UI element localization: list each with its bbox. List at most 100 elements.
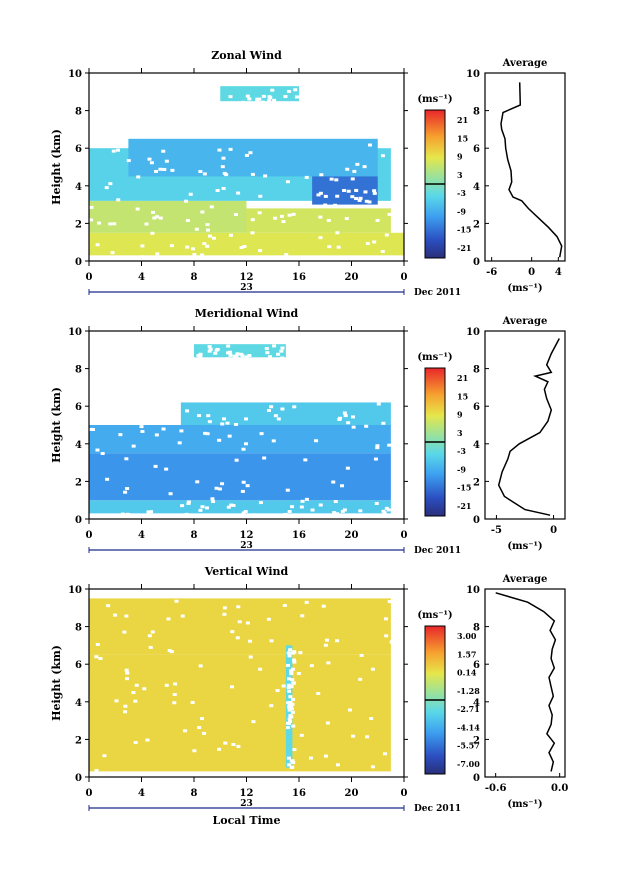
gap-cell — [172, 692, 177, 696]
gap-cell — [258, 667, 263, 671]
gap-cell — [323, 754, 328, 758]
gap-cell — [279, 349, 284, 353]
gap-cell — [359, 653, 364, 657]
gap-cell — [329, 177, 334, 181]
gap-cell — [343, 414, 348, 418]
gap-cell — [340, 484, 345, 488]
gap-cell — [279, 214, 284, 218]
gap-cell — [340, 509, 345, 513]
gap-cell — [202, 731, 207, 735]
gap-cell — [214, 486, 219, 490]
gap-cell — [149, 161, 154, 165]
x-tick-label: 0 — [401, 530, 408, 541]
gap-cell — [243, 510, 248, 514]
heatmap-region — [89, 654, 391, 772]
x-tick-label: 4 — [138, 272, 145, 283]
gap-cell — [186, 500, 191, 504]
gap-cell — [207, 420, 212, 424]
colorbar-tick-label: -21 — [457, 243, 471, 253]
gap-cell — [213, 351, 218, 355]
gap-cell — [231, 742, 236, 746]
gap-cell — [282, 603, 287, 607]
gap-cell — [386, 508, 391, 512]
x-tick-label: 20 — [345, 788, 359, 799]
gap-cell — [205, 223, 210, 227]
gap-cell — [263, 174, 268, 178]
gap-cell — [382, 752, 387, 756]
gap-cell — [155, 252, 160, 256]
average-y-tick-label: 6 — [473, 660, 480, 671]
x-tick-label: 16 — [292, 530, 306, 541]
gap-cell — [188, 192, 193, 196]
average-y-tick-label: 0 — [473, 515, 480, 526]
gap-cell — [245, 94, 250, 98]
gap-cell — [269, 405, 274, 409]
gap-cell — [367, 143, 372, 147]
average-x-tick-label: 0.0 — [551, 783, 568, 794]
gap-cell — [164, 683, 169, 687]
average-y-tick-label: 10 — [466, 327, 480, 338]
gap-cell — [289, 707, 294, 711]
gap-cell — [257, 211, 262, 215]
gap-cell — [248, 151, 253, 155]
gap-cell — [198, 508, 203, 512]
gap-cell — [190, 700, 195, 704]
gap-cell — [247, 639, 252, 643]
gap-cell — [203, 431, 208, 435]
average-title: Average — [502, 316, 548, 327]
gap-cell — [335, 763, 340, 767]
gap-cell — [243, 417, 248, 421]
gap-cell — [140, 255, 145, 259]
y-tick-label: 6 — [75, 660, 82, 671]
gap-cell — [206, 414, 211, 418]
gap-cell — [241, 447, 246, 451]
gap-cell — [89, 427, 94, 431]
gap-cell — [288, 648, 293, 652]
gap-cell — [370, 765, 375, 769]
gap-cell — [287, 509, 292, 513]
y-tick-label: 6 — [75, 402, 82, 413]
gap-cell — [108, 222, 113, 226]
y-axis-label: Height (km) — [50, 387, 63, 463]
y-tick-label: 4 — [75, 182, 82, 193]
y-tick-label: 0 — [75, 773, 82, 784]
gap-cell — [308, 756, 313, 760]
heatmap-region — [246, 208, 391, 233]
gap-cell — [220, 482, 225, 486]
gap-cell — [316, 691, 321, 695]
x-tick-label: 0 — [86, 272, 93, 283]
gap-cell — [259, 432, 264, 436]
colorbar-tick-label: 1.57 — [457, 649, 476, 659]
gap-cell — [318, 191, 323, 195]
gap-cell — [287, 703, 292, 707]
average-y-tick-label: 8 — [473, 623, 480, 634]
gap-cell — [342, 188, 347, 192]
gap-cell — [204, 506, 209, 510]
gap-cell — [326, 218, 331, 222]
gap-cell — [351, 415, 356, 419]
gap-cell — [158, 167, 163, 171]
colorbar-tick-label: 0.14 — [457, 668, 477, 678]
gap-cell — [211, 500, 216, 504]
gap-cell — [296, 671, 301, 675]
gap-cell — [346, 189, 351, 193]
y-tick-label: 6 — [75, 144, 82, 155]
gap-cell — [286, 701, 291, 705]
gap-cell — [221, 156, 226, 160]
heatmap-cells — [89, 86, 404, 259]
gap-cell — [180, 614, 185, 618]
gap-cell — [344, 216, 349, 220]
average-y-tick-label: 2 — [473, 219, 480, 230]
colorbar-unit: (ms⁻¹) — [417, 610, 452, 621]
gap-cell — [230, 685, 235, 689]
gap-cell — [208, 234, 212, 238]
gap-cell — [333, 500, 338, 504]
gap-cell — [336, 245, 341, 249]
gap-cell — [268, 355, 273, 359]
gap-cell — [300, 614, 305, 618]
x-tick-label: 20 — [345, 272, 359, 283]
gap-cell — [283, 95, 288, 99]
gap-cell — [351, 734, 356, 738]
gap-cell — [384, 634, 389, 638]
